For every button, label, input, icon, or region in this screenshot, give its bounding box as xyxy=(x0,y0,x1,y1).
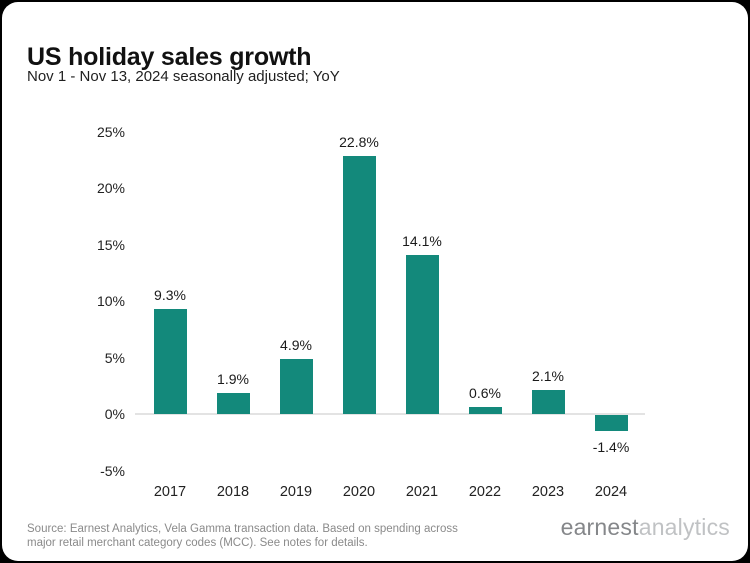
source-line-2: major retail merchant category codes (MC… xyxy=(27,537,368,549)
bar-2018 xyxy=(216,392,250,414)
y-axis-tick-label: 20% xyxy=(96,180,125,196)
x-axis-label-2019: 2019 xyxy=(279,484,313,500)
zero-baseline xyxy=(135,413,645,415)
bar-2020 xyxy=(342,156,376,414)
value-label-2017: 9.3% xyxy=(154,286,186,303)
logo-text-primary: earnest xyxy=(560,514,639,540)
bar-2023 xyxy=(531,390,565,414)
bar-2019 xyxy=(279,358,313,414)
bar-2022 xyxy=(468,407,502,414)
value-label-2023: 2.1% xyxy=(532,368,564,385)
bar-2024 xyxy=(594,415,628,431)
x-axis-label-2018: 2018 xyxy=(216,484,250,500)
y-axis-tick-label: -5% xyxy=(100,462,125,479)
bar-2017 xyxy=(153,308,187,414)
value-label-2021: 14.1% xyxy=(402,232,442,249)
bar-2021 xyxy=(405,254,439,414)
y-axis-tick-label: 25% xyxy=(96,123,125,140)
source-note: Source: Earnest Analytics, Vela Gamma tr… xyxy=(27,522,458,550)
x-axis-label-2021: 2021 xyxy=(405,484,439,500)
x-axis-label-2023: 2023 xyxy=(531,484,565,500)
x-axis-label-2020: 2020 xyxy=(342,484,376,500)
earnest-analytics-logo: earnestanalytics xyxy=(561,514,730,541)
x-axis-label-2017: 2017 xyxy=(153,484,187,500)
logo-text-secondary: analytics xyxy=(638,514,730,540)
y-axis-tick-label: 0% xyxy=(104,406,125,422)
value-label-2018: 1.9% xyxy=(217,370,249,387)
y-axis-tick-label: 5% xyxy=(104,349,125,366)
value-label-2019: 4.9% xyxy=(280,336,312,353)
chart-subtitle: Nov 1 - Nov 13, 2024 seasonally adjusted… xyxy=(27,68,340,85)
page-title: US holiday sales growth xyxy=(27,42,312,71)
y-axis-tick-label: 15% xyxy=(96,236,125,253)
x-axis-label-2024: 2024 xyxy=(594,484,628,500)
x-axis-label-2022: 2022 xyxy=(468,484,502,500)
y-axis-tick-label: 10% xyxy=(96,293,125,309)
value-label-2022: 0.6% xyxy=(469,385,501,402)
value-label-2020: 22.8% xyxy=(339,134,379,151)
value-label-2024: -1.4% xyxy=(592,438,630,455)
source-line-1: Source: Earnest Analytics, Vela Gamma tr… xyxy=(27,523,458,535)
